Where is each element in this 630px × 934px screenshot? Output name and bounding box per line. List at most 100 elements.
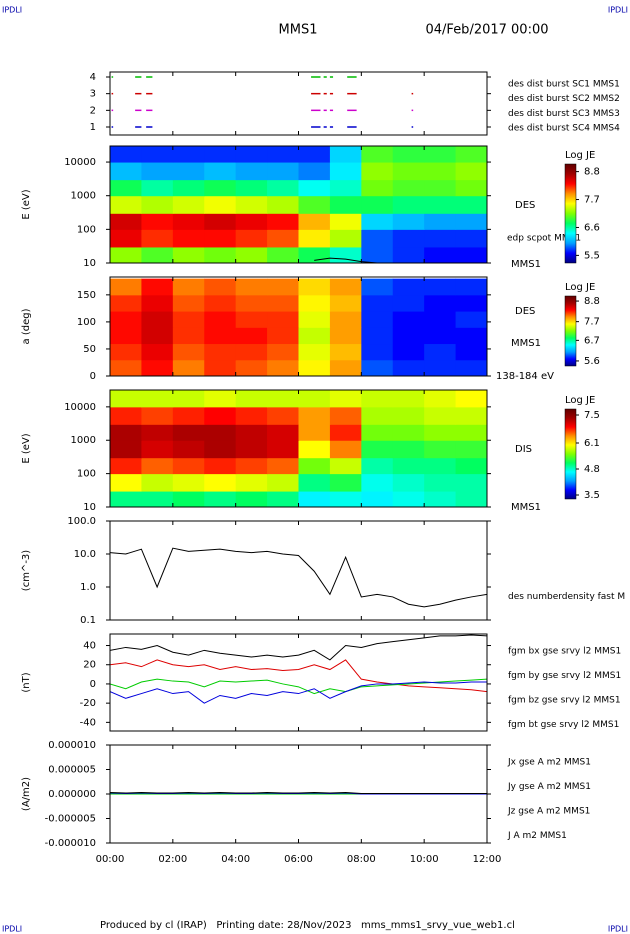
heat-cell [267,440,299,459]
heat-cell [235,406,268,425]
y-tick-label: 3 [90,89,96,100]
heat-cell [424,311,457,328]
heat-cell [424,179,457,197]
heat-cell [424,424,457,441]
heat-cell [392,491,425,507]
heat-cell [235,473,268,492]
heat-cell [392,162,425,181]
y-tick-label: 1.0 [80,582,96,593]
heat-cell [455,390,487,408]
heat-cell [455,229,487,248]
heat-cell [141,440,174,459]
heat-cell [361,491,394,507]
heat-cell [361,327,394,345]
heat-cell [455,311,487,328]
panel-label: MMS1 [511,502,541,513]
heat-cell [110,359,142,376]
heat-cell [267,424,299,441]
heat-cell [329,162,362,181]
y-tick-label: 50 [83,344,96,355]
heat-cell [392,246,425,263]
heat-cell [110,457,142,475]
y-tick-label: 10.0 [74,549,96,560]
colorbar-title: Log JE [565,150,595,161]
colorbar-tick-label: 7.7 [584,317,600,328]
heat-cell [329,406,362,425]
plot-frame [109,71,488,136]
heat-cell [455,424,487,441]
y-tick-label: 0.1 [80,615,96,626]
heat-cell [361,390,394,408]
heat-cell [392,311,425,328]
y-axis-label: (A/m2) [21,777,32,811]
heat-cell [424,491,457,507]
heat-cell [455,457,487,475]
heat-cell [172,162,205,181]
heat-cell [455,179,487,197]
heat-cell [204,246,237,263]
heat-cell [172,491,205,507]
heat-cell [267,343,299,361]
x-tick-label: 08:00 [347,854,376,865]
heat-cell [361,359,394,376]
line [110,792,487,795]
heat-cell [267,246,299,263]
heat-cell [267,146,299,163]
heat-cell [424,229,457,248]
heat-cell [392,390,425,408]
heat-cell [392,278,425,296]
heat-cell [110,473,142,492]
heat-cell [361,311,394,328]
x-tick-label: 00:00 [96,854,125,865]
heat-cell [235,195,268,214]
heat-cell [267,327,299,345]
y-tick-label: 1 [90,122,96,133]
heat-cell [141,229,174,248]
heat-cell [392,424,425,441]
y-tick-label: 100 [77,317,96,328]
heat-cell [141,311,174,328]
heat-cell [172,179,205,197]
heat-cell [455,294,487,312]
heat-cell [235,440,268,459]
heat-cell [141,457,174,475]
legend-label: J A m2 MMS1 [507,831,567,841]
heat-cell [298,424,331,441]
heat-cell [298,213,331,230]
line [110,634,487,661]
heat-cell [392,213,425,230]
heat-cell [235,327,268,345]
legend-label: des numberdensity fast M [508,592,625,602]
heat-cell [455,162,487,181]
heat-cell [298,294,331,312]
x-tick-label: 02:00 [158,854,187,865]
corner-mark: IPDLI [608,925,628,934]
heat-cell [172,327,205,345]
heat-cell [329,359,362,376]
y-tick-label: 150 [77,290,96,301]
heat-cell [172,246,205,263]
heat-cell [455,406,487,425]
heat-cell [267,179,299,197]
heat-cell [204,278,237,296]
heat-cell [235,343,268,361]
heat-cell [267,473,299,492]
heat-cell [361,440,394,459]
heat-cell [172,424,205,441]
heat-cell [204,311,237,328]
y-tick-label: 100.0 [67,516,96,527]
heat-cell [110,146,142,163]
heat-cell [361,278,394,296]
heat-cell [361,162,394,181]
y-tick-label: -0.000005 [45,814,96,825]
colorbar [564,295,577,367]
heat-cell [141,343,174,361]
heat-cell [298,343,331,361]
heat-cell [329,195,362,214]
heat-cell [172,343,205,361]
heat-cell [424,343,457,361]
heat-cell [235,213,268,230]
heat-cell [361,179,394,197]
legend-label: edp scpot MMS1 [507,234,581,244]
heat-cell [110,229,142,248]
